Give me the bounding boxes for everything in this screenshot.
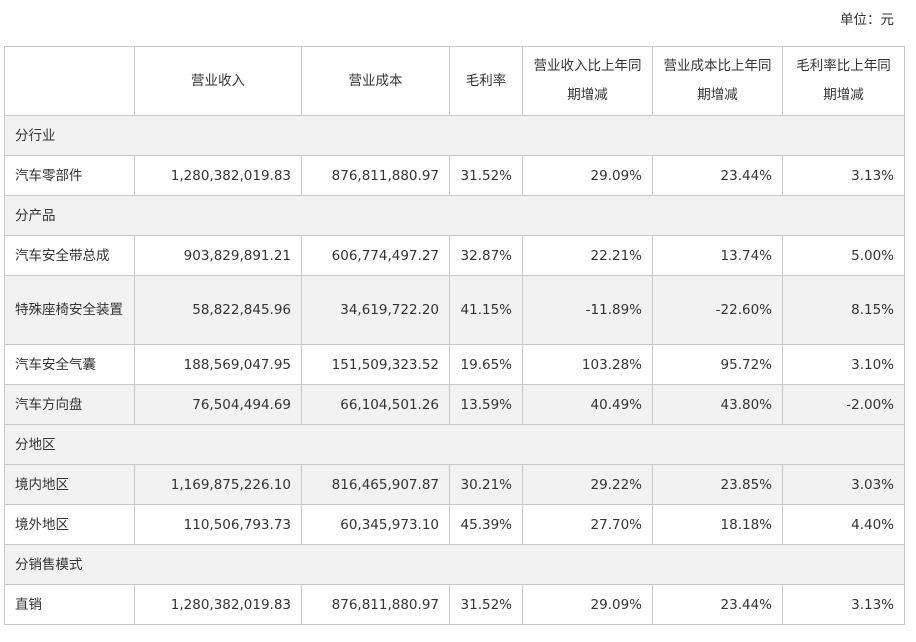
- row-name: 特殊座椅安全装置: [4, 275, 135, 345]
- cost-change-cell: 23.44%: [652, 155, 783, 196]
- revenue-cost-table: 营业收入 营业成本 毛利率 营业收入比上年同期增减 营业成本比上年同期增减 毛利…: [4, 46, 905, 625]
- margin-cell: 31.52%: [449, 155, 523, 196]
- table-row: 境内地区 1,169,875,226.10 816,465,907.87 30.…: [4, 464, 905, 505]
- cost-cell: 151,509,323.52: [301, 344, 450, 385]
- revenue-change-cell: -11.89%: [522, 275, 653, 345]
- table-row: 汽车方向盘 76,504,494.69 66,104,501.26 13.59%…: [4, 384, 905, 425]
- revenue-cell: 110,506,793.73: [134, 504, 302, 545]
- header-cost: 营业成本: [301, 46, 450, 116]
- margin-cell: 19.65%: [449, 344, 523, 385]
- revenue-cell: 58,822,845.96: [134, 275, 302, 345]
- cost-change-cell: 43.80%: [652, 384, 783, 425]
- row-name: 汽车安全带总成: [4, 235, 135, 276]
- margin-change-cell: -2.00%: [782, 384, 905, 425]
- row-name: 汽车零部件: [4, 155, 135, 196]
- section-label: 分地区: [4, 424, 905, 465]
- revenue-change-cell: 40.49%: [522, 384, 653, 425]
- revenue-change-cell: 103.28%: [522, 344, 653, 385]
- table-row: 汽车安全气囊 188,569,047.95 151,509,323.52 19.…: [4, 344, 905, 385]
- margin-change-cell: 3.03%: [782, 464, 905, 505]
- section-row: 分行业: [4, 115, 905, 156]
- section-row: 分产品: [4, 195, 905, 236]
- header-revenue-change: 营业收入比上年同期增减: [522, 46, 653, 116]
- header-margin-change: 毛利率比上年同期增减: [782, 46, 905, 116]
- table-row: 境外地区 110,506,793.73 60,345,973.10 45.39%…: [4, 504, 905, 545]
- margin-change-cell: 5.00%: [782, 235, 905, 276]
- margin-cell: 41.15%: [449, 275, 523, 345]
- row-name: 境外地区: [4, 504, 135, 545]
- header-revenue: 营业收入: [134, 46, 302, 116]
- margin-change-cell: 3.13%: [782, 584, 905, 625]
- cost-cell: 66,104,501.26: [301, 384, 450, 425]
- margin-cell: 45.39%: [449, 504, 523, 545]
- margin-change-cell: 4.40%: [782, 504, 905, 545]
- cost-change-cell: 13.74%: [652, 235, 783, 276]
- margin-cell: 32.87%: [449, 235, 523, 276]
- section-label: 分产品: [4, 195, 905, 236]
- revenue-cell: 903,829,891.21: [134, 235, 302, 276]
- revenue-cell: 76,504,494.69: [134, 384, 302, 425]
- header-cost-change: 营业成本比上年同期增减: [652, 46, 783, 116]
- cost-change-cell: 18.18%: [652, 504, 783, 545]
- revenue-change-cell: 29.09%: [522, 155, 653, 196]
- row-name: 汽车安全气囊: [4, 344, 135, 385]
- header-gross-margin: 毛利率: [449, 46, 523, 116]
- cost-cell: 876,811,880.97: [301, 155, 450, 196]
- margin-cell: 31.52%: [449, 584, 523, 625]
- section-row: 分销售模式: [4, 544, 905, 585]
- unit-label: 单位：元: [840, 12, 894, 28]
- revenue-change-cell: 29.22%: [522, 464, 653, 505]
- cost-change-cell: 23.85%: [652, 464, 783, 505]
- revenue-change-cell: 22.21%: [522, 235, 653, 276]
- cost-cell: 606,774,497.27: [301, 235, 450, 276]
- revenue-change-cell: 27.70%: [522, 504, 653, 545]
- margin-change-cell: 3.10%: [782, 344, 905, 385]
- margin-change-cell: 3.13%: [782, 155, 905, 196]
- cost-change-cell: 95.72%: [652, 344, 783, 385]
- revenue-cell: 1,280,382,019.83: [134, 584, 302, 625]
- row-name: 境内地区: [4, 464, 135, 505]
- table-row: 特殊座椅安全装置 58,822,845.96 34,619,722.20 41.…: [4, 275, 905, 345]
- margin-change-cell: 8.15%: [782, 275, 905, 345]
- table-row: 汽车零部件 1,280,382,019.83 876,811,880.97 31…: [4, 155, 905, 196]
- section-label: 分销售模式: [4, 544, 905, 585]
- margin-cell: 30.21%: [449, 464, 523, 505]
- cost-cell: 876,811,880.97: [301, 584, 450, 625]
- row-name: 汽车方向盘: [4, 384, 135, 425]
- revenue-cell: 1,280,382,019.83: [134, 155, 302, 196]
- cost-cell: 60,345,973.10: [301, 504, 450, 545]
- margin-cell: 13.59%: [449, 384, 523, 425]
- table-row: 直销 1,280,382,019.83 876,811,880.97 31.52…: [4, 584, 905, 625]
- row-name: 直销: [4, 584, 135, 625]
- cost-change-cell: -22.60%: [652, 275, 783, 345]
- cost-change-cell: 23.44%: [652, 584, 783, 625]
- section-label: 分行业: [4, 115, 905, 156]
- revenue-cell: 1,169,875,226.10: [134, 464, 302, 505]
- table-row: 汽车安全带总成 903,829,891.21 606,774,497.27 32…: [4, 235, 905, 276]
- revenue-cell: 188,569,047.95: [134, 344, 302, 385]
- revenue-change-cell: 29.09%: [522, 584, 653, 625]
- header-row: 营业收入 营业成本 毛利率 营业收入比上年同期增减 营业成本比上年同期增减 毛利…: [4, 46, 905, 116]
- section-row: 分地区: [4, 424, 905, 465]
- header-blank: [4, 46, 135, 116]
- cost-cell: 34,619,722.20: [301, 275, 450, 345]
- cost-cell: 816,465,907.87: [301, 464, 450, 505]
